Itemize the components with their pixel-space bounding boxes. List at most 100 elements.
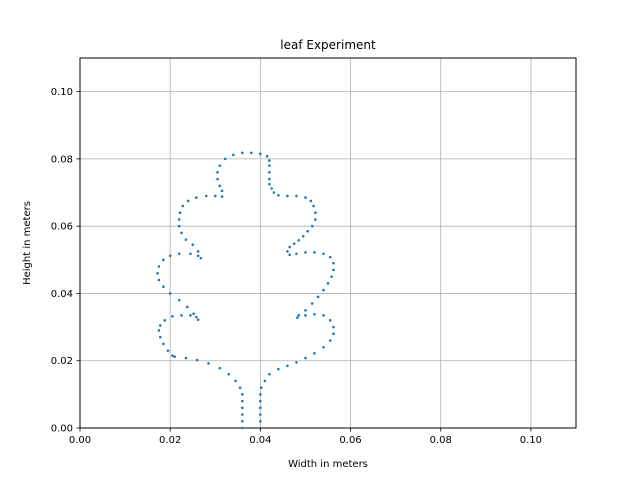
data-point <box>241 393 244 396</box>
data-point <box>268 177 271 181</box>
x-tick-label: 0.04 <box>249 435 271 446</box>
y-ticks: 0.00 0.02 0.04 0.06 0.08 0.10 <box>51 87 80 435</box>
data-point <box>306 229 310 233</box>
data-point <box>309 199 313 203</box>
data-point <box>180 231 183 235</box>
y-tick-label: 0.00 <box>51 424 73 435</box>
data-point <box>288 245 291 249</box>
data-point <box>163 319 167 322</box>
data-point <box>189 252 192 256</box>
data-point <box>268 164 271 167</box>
data-point <box>295 361 298 364</box>
data-point <box>156 271 159 275</box>
data-point <box>313 313 316 316</box>
data-point <box>268 159 271 162</box>
data-point <box>286 250 289 253</box>
data-point <box>304 356 307 360</box>
data-point <box>162 285 165 289</box>
data-point <box>310 302 314 305</box>
data-point <box>171 354 174 357</box>
data-point <box>218 184 222 188</box>
data-point <box>277 193 280 197</box>
data-point <box>332 268 335 272</box>
data-point <box>296 316 299 319</box>
data-point <box>177 252 181 256</box>
data-point <box>314 218 317 221</box>
data-point <box>268 171 271 174</box>
data-point <box>312 204 315 208</box>
data-point <box>250 151 253 155</box>
data-point <box>288 253 291 257</box>
data-point <box>157 265 161 268</box>
data-point <box>259 399 262 403</box>
data-point <box>220 195 224 198</box>
data-point <box>238 386 242 389</box>
data-point <box>268 372 271 376</box>
data-point <box>332 332 335 336</box>
data-point <box>322 252 325 256</box>
data-point <box>328 339 332 342</box>
data-point <box>322 345 325 349</box>
data-point <box>162 258 165 262</box>
data-point <box>259 152 262 156</box>
data-point <box>330 275 333 278</box>
data-point <box>232 153 235 157</box>
data-point <box>191 243 195 246</box>
data-point <box>313 352 316 355</box>
plot-frame <box>79 57 577 429</box>
data-point <box>316 295 320 299</box>
data-point <box>301 234 305 238</box>
y-axis-label: Height in meters <box>22 201 33 285</box>
data-point <box>196 318 200 321</box>
data-point <box>213 194 217 198</box>
data-point <box>241 406 244 410</box>
data-point <box>313 251 316 254</box>
data-point <box>304 308 307 312</box>
data-point <box>241 419 244 423</box>
data-point <box>186 305 189 309</box>
data-point <box>297 239 300 242</box>
data-point <box>223 157 227 161</box>
x-tick-label: 0.10 <box>520 435 542 446</box>
chart-title: leaf Experiment <box>280 38 376 52</box>
y-tick-label: 0.04 <box>51 289 73 300</box>
x-tick-label: 0.06 <box>339 435 361 446</box>
data-point <box>326 282 330 285</box>
data-point <box>286 364 289 368</box>
data-point <box>270 187 273 190</box>
data-point <box>204 194 208 198</box>
data-point <box>196 254 200 258</box>
y-tick-label: 0.08 <box>51 154 73 165</box>
data-point <box>295 194 298 198</box>
x-tick-label: 0.00 <box>69 435 91 446</box>
data-point <box>241 426 244 430</box>
data-point <box>195 358 199 362</box>
y-tick-label: 0.10 <box>51 87 73 98</box>
data-point <box>220 189 224 193</box>
data-point <box>162 342 165 346</box>
data-point <box>168 292 172 295</box>
x-ticks: 0.00 0.02 0.04 0.06 0.08 0.10 <box>69 428 542 446</box>
data-point <box>234 379 237 383</box>
data-point <box>196 250 200 253</box>
data-point <box>177 224 181 228</box>
data-point <box>177 298 181 302</box>
data-point <box>322 314 325 317</box>
data-point <box>259 413 262 416</box>
data-point <box>292 242 296 245</box>
grid-lines <box>79 58 576 429</box>
data-point <box>277 367 280 371</box>
data-point <box>195 315 198 319</box>
data-point <box>216 177 219 181</box>
data-point <box>195 196 198 199</box>
data-point <box>158 335 162 339</box>
data-point <box>157 329 161 332</box>
data-point <box>227 372 231 376</box>
data-point <box>186 199 190 203</box>
data-point <box>272 191 276 194</box>
x-tick-label: 0.02 <box>159 435 181 446</box>
data-point <box>173 355 176 358</box>
data-point <box>259 406 262 410</box>
data-point <box>177 218 181 221</box>
data-point <box>207 362 210 365</box>
